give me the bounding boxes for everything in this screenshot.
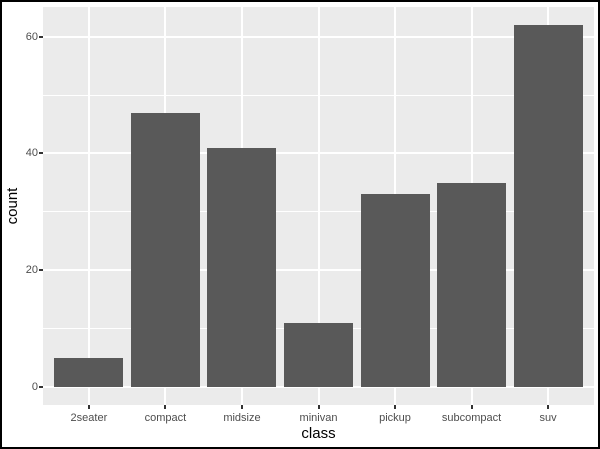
x-axis-title: class [301, 425, 336, 442]
gridline-major-vertical [317, 7, 320, 405]
plot-panel [43, 7, 594, 405]
y-tick-mark [39, 35, 43, 38]
x-tick-label: 2seater [70, 412, 108, 424]
x-tick-mark [317, 405, 320, 409]
y-tick-label: 20 [25, 264, 38, 277]
x-tick-label: subcompact [441, 412, 502, 424]
x-tick-label: compact [144, 412, 187, 424]
x-tick-mark [87, 405, 90, 409]
x-tick-mark [394, 405, 397, 409]
x-tick-label: suv [539, 412, 557, 424]
x-tick-mark [240, 405, 243, 409]
bar-pickup [360, 194, 430, 387]
bar-minivan [284, 322, 353, 387]
y-axis-title: count [4, 187, 21, 225]
bar-suv [513, 25, 583, 387]
y-tick-mark [39, 385, 43, 388]
bar-2seater [54, 357, 124, 387]
y-tick-label: 0 [31, 380, 38, 393]
y-tick-mark [39, 152, 43, 155]
x-tick-mark [470, 405, 473, 409]
y-tick-label: 40 [25, 147, 38, 160]
y-tick-label: 60 [25, 30, 38, 43]
x-tick-mark [547, 405, 550, 409]
x-tick-label: minivan [299, 412, 338, 424]
bar-subcompact [437, 182, 507, 387]
x-tick-label: midsize [223, 412, 261, 424]
bar-midsize [207, 147, 277, 387]
x-tick-mark [164, 405, 167, 409]
x-tick-label: pickup [379, 412, 411, 424]
y-tick-mark [39, 269, 43, 272]
gridline-major-vertical [87, 7, 90, 405]
bar-compact [130, 112, 200, 387]
